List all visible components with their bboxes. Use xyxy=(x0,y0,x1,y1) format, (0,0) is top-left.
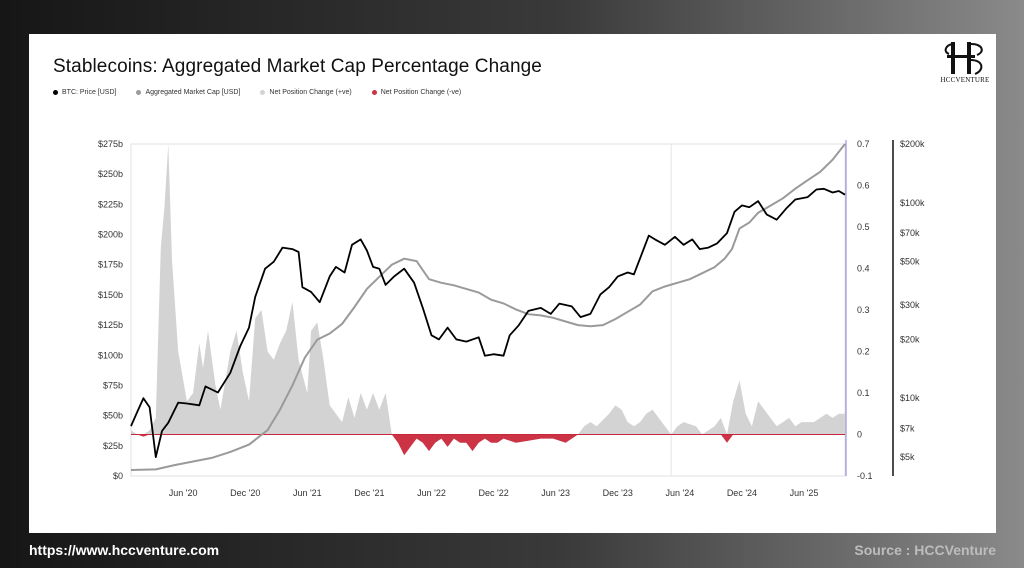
website-link[interactable]: https://www.hccventure.com xyxy=(29,542,220,558)
middle-axis-tick-label: 0.3 xyxy=(857,305,870,315)
right-axis-tick-label: $200k xyxy=(900,139,925,149)
plot-frame xyxy=(130,143,846,477)
x-axis-tick-label: Jun '24 xyxy=(665,488,694,498)
x-axis-tick-label: Dec '20 xyxy=(230,488,260,498)
left-axis-tick-label: $25b xyxy=(103,441,123,451)
right-axis-tick-label: $10k xyxy=(900,393,920,403)
x-axis-tick-label: Dec '24 xyxy=(727,488,757,498)
legend-dot-positive xyxy=(260,90,266,95)
left-axis-tick-label: $275b xyxy=(98,139,123,149)
legend: BTC: Price [USD] Aggregated Market Cap [… xyxy=(53,89,461,96)
left-axis-tick-label: $100b xyxy=(98,350,123,360)
source-label: Source : HCCVenture xyxy=(854,542,996,558)
right-axis-tick-label: $20k xyxy=(900,334,920,344)
x-axis-tick-label: Jun '25 xyxy=(790,488,819,498)
middle-axis-tick-label: 0.2 xyxy=(857,347,870,357)
legend-item-negative[interactable]: Net Position Change (-ve) xyxy=(371,89,462,96)
middle-axis-tick-label: 0.1 xyxy=(857,388,870,398)
left-axis-tick-label: $200b xyxy=(98,230,123,240)
chart-card: Stablecoins: Aggregated Market Cap Perce… xyxy=(29,34,996,533)
middle-axis-tick-label: 0.6 xyxy=(857,181,870,191)
chart-title: Stablecoins: Aggregated Market Cap Perce… xyxy=(53,56,542,77)
legend-dot-btc xyxy=(53,90,58,95)
right-axis-tick-label: $7k xyxy=(900,424,915,434)
x-axis-tick-label: Jun '23 xyxy=(541,488,570,498)
left-axis-tick-label: $0 xyxy=(113,471,123,481)
x-axis-tick-label: Jun '21 xyxy=(293,488,322,498)
marketcap-line xyxy=(130,143,846,471)
x-axis-tick-label: Jun '20 xyxy=(169,488,198,498)
right-axis-tick-label: $5k xyxy=(900,452,915,462)
left-axis-tick-label: $75b xyxy=(103,380,123,390)
left-axis-tick-label: $50b xyxy=(103,411,123,421)
legend-label-marketcap: Aggregated Market Cap [USD] xyxy=(145,89,241,96)
left-axis-tick-label: $250b xyxy=(98,169,123,179)
legend-label-negative: Net Position Change (-ve) xyxy=(380,89,462,96)
left-axis-tick-label: $225b xyxy=(98,199,123,209)
right-axis-tick-label: $100k xyxy=(900,198,925,208)
x-axis-tick-label: Dec '22 xyxy=(478,488,508,498)
x-axis-tick-label: Dec '21 xyxy=(354,488,384,498)
left-axis-tick-label: $125b xyxy=(98,320,123,330)
middle-axis-tick-label: -0.1 xyxy=(857,471,873,481)
left-axis-tick-label: $175b xyxy=(98,260,123,270)
right-axis-tick-label: $50k xyxy=(900,257,920,267)
net-position-positive-area xyxy=(131,144,845,435)
legend-label-btc: BTC: Price [USD] xyxy=(62,89,117,96)
hcc-logo-mark-icon xyxy=(944,42,983,75)
middle-axis-tick-label: 0 xyxy=(857,430,862,440)
net-position-negative-area xyxy=(131,434,845,456)
left-axis-tick-label: $150b xyxy=(98,290,123,300)
legend-dot-negative xyxy=(371,90,377,95)
btc-price-line xyxy=(130,187,846,459)
legend-dot-marketcap xyxy=(136,90,142,95)
x-axis-tick-label: Dec '23 xyxy=(603,488,633,498)
middle-axis-tick-label: 0.5 xyxy=(857,222,870,232)
right-axis-tick-label: $30k xyxy=(900,300,920,310)
middle-axis-tick-label: 0.4 xyxy=(857,264,870,274)
right-axis-tick-label: $70k xyxy=(900,228,920,238)
legend-item-btc[interactable]: BTC: Price [USD] xyxy=(53,89,116,96)
hcc-logo-text: HCCVENTURE xyxy=(940,76,990,84)
legend-label-positive: Net Position Change (+ve) xyxy=(269,89,352,96)
chart-canvas: $0 $25b $50b $75b $100b $125b $150b $175b $200b $… xyxy=(98,139,925,498)
hcc-logo: HCCVENTURE xyxy=(937,38,993,90)
middle-axis-tick-label: 0.7 xyxy=(857,139,870,149)
legend-item-marketcap[interactable]: Aggregated Market Cap [USD] xyxy=(136,89,240,96)
x-axis-tick-label: Jun '22 xyxy=(417,488,446,498)
legend-item-positive[interactable]: Net Position Change (+ve) xyxy=(260,89,352,96)
